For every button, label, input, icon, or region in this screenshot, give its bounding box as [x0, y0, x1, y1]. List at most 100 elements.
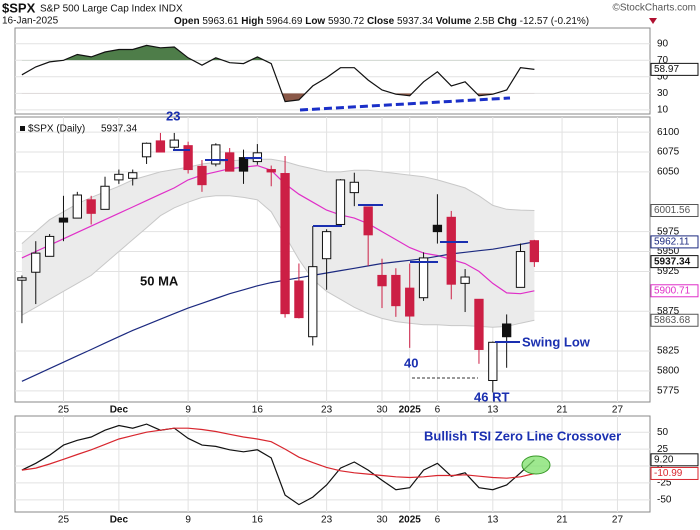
y-tick-label: 25: [657, 444, 669, 455]
threshold-fill: [282, 93, 496, 102]
x-tick-label: Dec: [110, 405, 129, 416]
candle-body: [266, 169, 276, 173]
panel: 90 70 50 30 10 58.97: [15, 38, 699, 116]
panel: 6100 6075 6050 5975 5950 5925 5875 5825 5800 5775…: [15, 117, 699, 416]
annotations: 23 50 MA 40 46 RT Swing Low Bullish TSI …: [140, 96, 621, 475]
annotation: Swing Low: [522, 334, 591, 349]
x-tick-label: 13: [487, 405, 499, 416]
stats: Open 5963.61 High 5964.69 Low 5930.72 Cl…: [174, 16, 589, 27]
x-tick-label: 27: [612, 515, 624, 526]
candle-body: [446, 216, 456, 285]
value-label: 9.20: [654, 454, 674, 465]
series-line: [21, 427, 535, 479]
candle-body: [169, 139, 179, 148]
x-tick-label: 23: [321, 405, 333, 416]
candle-body: [391, 274, 401, 307]
panel-frame: [14, 415, 651, 513]
y-tick-label: 5950: [657, 246, 680, 257]
candle-body: [17, 277, 27, 281]
candle-body: [44, 235, 55, 257]
x-tick-label: 2025: [399, 515, 422, 526]
candle-body: [100, 185, 110, 210]
value-label: 5962.11: [654, 237, 690, 248]
y-tick-label: 90: [657, 38, 669, 49]
candle-body: [114, 173, 124, 181]
x-tick-label: 9: [185, 405, 191, 416]
crossover-highlight: [521, 455, 551, 475]
stat-value: -12.57: [520, 16, 549, 27]
x-tick-label: 16: [252, 405, 264, 416]
source: ©StockCharts.com: [612, 3, 696, 14]
value-label: 58.97: [654, 64, 679, 75]
candle-body: [155, 140, 166, 153]
x-tick-label: 13: [487, 515, 499, 526]
candle-body: [529, 240, 540, 263]
legend-label: $SPX (Daily): [28, 124, 85, 135]
candle-body: [86, 199, 96, 214]
series-line: [21, 44, 535, 103]
stat-value: 2.5B: [474, 16, 495, 27]
candle-body: [460, 276, 470, 284]
date: 16-Jan-2025: [2, 16, 59, 27]
candle-body: [141, 142, 152, 158]
band-area: [21, 159, 535, 328]
symbol: $SPX: [2, 0, 36, 15]
panel-frame: [14, 116, 651, 403]
value-box: [650, 62, 699, 76]
candle-body: [128, 172, 138, 179]
x-tick-label: 30: [376, 515, 388, 526]
value-label: 5937.34: [654, 256, 691, 267]
x-tick-label: 25: [58, 515, 70, 526]
annotation: Bullish TSI Zero Line Crossover: [424, 428, 621, 443]
x-tick-label: 2025: [399, 405, 422, 416]
candle-body: [72, 194, 82, 219]
candle-body: [418, 257, 429, 299]
candle-body: [405, 287, 415, 317]
value-label: 6001.56: [654, 205, 691, 216]
panel: 50250-25-5025Dec9162330202561321279.20-1…: [15, 416, 699, 526]
plots: 907050301058.976100607560505975595059255…: [15, 38, 699, 526]
y-tick-label: 6075: [657, 147, 680, 158]
y-tick-label: 5825: [657, 346, 680, 357]
stat-value: (-0.21%): [551, 16, 589, 27]
value-label: 5863.68: [654, 315, 691, 326]
index-name: S&P 500 Large Cap Index INDX: [40, 4, 183, 15]
annotation: 23: [166, 108, 180, 123]
candle-body: [488, 341, 498, 382]
value-box: [650, 235, 699, 249]
y-tick-label: 70: [657, 55, 669, 66]
candle-body: [432, 224, 443, 233]
candle-body: [502, 323, 512, 338]
candle-body: [308, 266, 318, 338]
candle-body: [335, 179, 346, 225]
candle-body: [363, 206, 373, 236]
candle-body: [515, 251, 526, 288]
y-tick-label: 5875: [657, 306, 680, 317]
y-tick-label: 50: [657, 71, 669, 82]
candle-body: [197, 165, 207, 186]
candle-body: [280, 173, 290, 315]
value-label: 5900.71: [654, 285, 691, 296]
stat-label: High: [241, 16, 263, 27]
annotation: 46 RT: [474, 389, 509, 404]
threshold-fill: [63, 45, 265, 61]
candle-body: [377, 274, 387, 287]
legend-value: 5937.34: [101, 124, 138, 135]
stat-label: Close: [367, 16, 395, 27]
value-label: -10.99: [654, 468, 683, 479]
x-tick-label: Dec: [110, 515, 129, 526]
x-tick-label: 9: [185, 515, 191, 526]
x-tick-label: 25: [58, 405, 70, 416]
stat-label: Volume: [436, 16, 472, 27]
x-tick-label: 23: [321, 515, 333, 526]
candle-body: [349, 181, 359, 194]
y-tick-label: 5975: [657, 226, 680, 237]
down-arrow: [649, 18, 657, 24]
y-tick-label: 6100: [657, 127, 680, 138]
candle-body: [183, 145, 193, 171]
candle-body: [294, 280, 304, 319]
stat-label: Open: [174, 16, 200, 27]
candle-body: [31, 252, 41, 273]
y-tick-label: 5775: [657, 385, 680, 396]
